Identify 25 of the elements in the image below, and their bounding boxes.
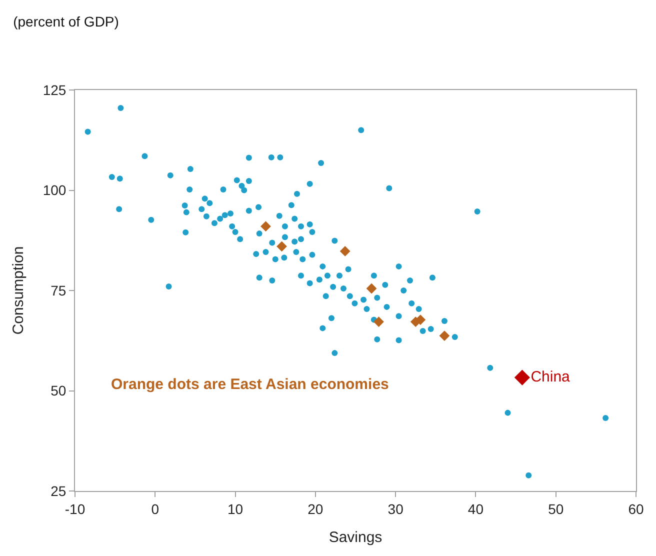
annotation: Orange dots are East Asian economies xyxy=(111,376,389,393)
point xyxy=(366,283,377,294)
x-tick-label: 50 xyxy=(548,500,564,517)
y-axis-title: Consumption xyxy=(10,246,28,335)
y-tick-label: 50 xyxy=(50,382,66,399)
point xyxy=(514,370,530,386)
point xyxy=(276,241,287,252)
y-tick-label: 25 xyxy=(50,482,66,499)
point xyxy=(439,330,450,342)
x-axis-title: Savings xyxy=(328,528,382,546)
x-tick-label: 0 xyxy=(151,500,160,517)
point xyxy=(340,246,350,256)
x-tick-label: 10 xyxy=(228,500,244,517)
x-tick-label: -10 xyxy=(64,500,86,517)
series-label: China xyxy=(530,368,571,386)
point xyxy=(260,221,271,232)
point xyxy=(374,316,384,327)
chart-title: (percent of GDP) xyxy=(13,13,119,30)
y-tick-label: 125 xyxy=(42,82,66,98)
y-tick-label: 75 xyxy=(50,282,66,298)
x-tick-label: 20 xyxy=(308,500,324,517)
y-tick-label: 100 xyxy=(42,182,66,198)
x-tick-label: 30 xyxy=(388,500,404,517)
x-tick-label: 60 xyxy=(628,500,644,517)
x-tick-label: 40 xyxy=(468,500,484,517)
